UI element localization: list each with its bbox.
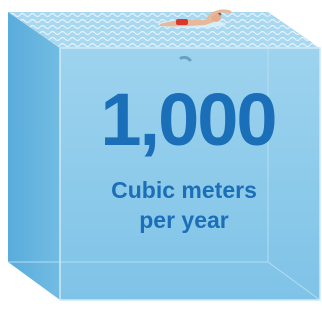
amount: 1,000: [100, 78, 275, 161]
page: {"amount": "1,000", "unit_line_1": "Cubi…: [0, 0, 322, 310]
cube-top: [8, 12, 320, 48]
water-cube-infographic: 1,000 Cubic meters per year: [0, 0, 322, 310]
unit-line: Cubic meters: [111, 177, 257, 203]
cube-side: [8, 12, 60, 300]
unit-line: per year: [139, 207, 229, 233]
